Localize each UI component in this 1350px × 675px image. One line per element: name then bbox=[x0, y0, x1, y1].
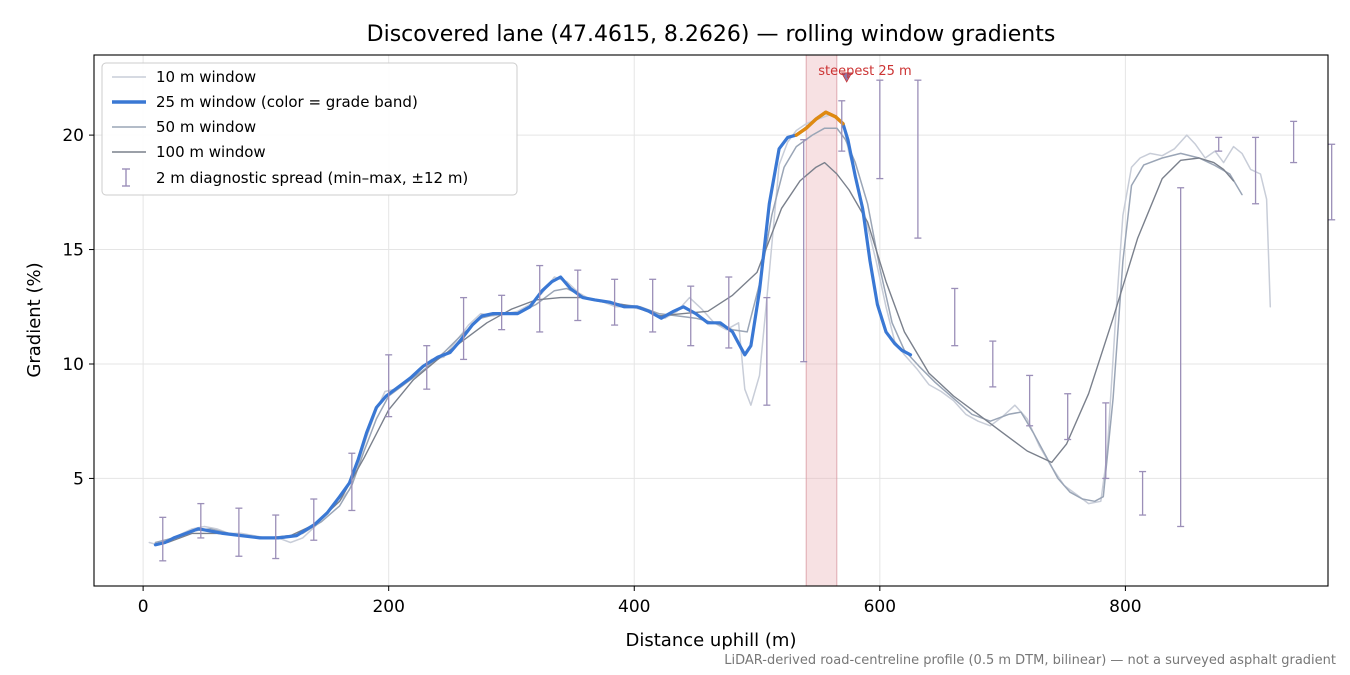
x-tick-label: 200 bbox=[372, 597, 404, 617]
x-tick-label: 800 bbox=[1109, 597, 1141, 617]
steepest-section-highlight bbox=[806, 55, 837, 586]
legend: 10 m window 25 m window (color = grade b… bbox=[101, 62, 518, 196]
y-tick-label: 20 bbox=[62, 126, 84, 146]
diagnostic-errorbars bbox=[159, 79, 1336, 562]
steepest-marker bbox=[840, 72, 853, 83]
legend-label-100m: 100 m window bbox=[156, 143, 266, 161]
y-axis-ticks: 5 10 15 20 bbox=[62, 126, 94, 489]
y-tick-label: 5 bbox=[73, 469, 84, 489]
plot-frame bbox=[93, 54, 1329, 587]
series-100m-line bbox=[167, 157, 1235, 544]
legend-label-25m: 25 m window (color = grade band) bbox=[156, 93, 418, 111]
legend-box bbox=[101, 62, 518, 196]
legend-label-50m: 50 m window bbox=[156, 118, 256, 136]
y-tick-label: 10 bbox=[62, 355, 84, 375]
series-lines bbox=[148, 55, 1272, 586]
steepest-annotation: steepest 25 m bbox=[818, 64, 911, 79]
series-25m-steep-segment bbox=[794, 110, 845, 137]
chart-title: Discovered lane (47.4615, 8.2626) — roll… bbox=[367, 22, 1056, 47]
x-axis-ticks: 0 200 400 600 800 bbox=[138, 586, 1142, 617]
steepest-marker-triangle bbox=[840, 72, 853, 83]
x-axis-label: Distance uphill (m) bbox=[626, 630, 797, 651]
y-tick-label: 15 bbox=[62, 241, 84, 261]
legend-label-10m: 10 m window bbox=[156, 68, 256, 86]
x-tick-label: 400 bbox=[618, 597, 650, 617]
footnote: LiDAR-derived road-centreline profile (0… bbox=[724, 653, 1336, 668]
series-10m-line bbox=[148, 113, 1272, 546]
x-tick-label: 600 bbox=[864, 597, 896, 617]
legend-swatch-errorbar bbox=[122, 168, 130, 187]
legend-label-errorbar: 2 m diagnostic spread (min–max, ±12 m) bbox=[156, 169, 468, 187]
x-tick-label: 0 bbox=[138, 597, 149, 617]
y-axis-label: Gradient (%) bbox=[24, 262, 45, 377]
